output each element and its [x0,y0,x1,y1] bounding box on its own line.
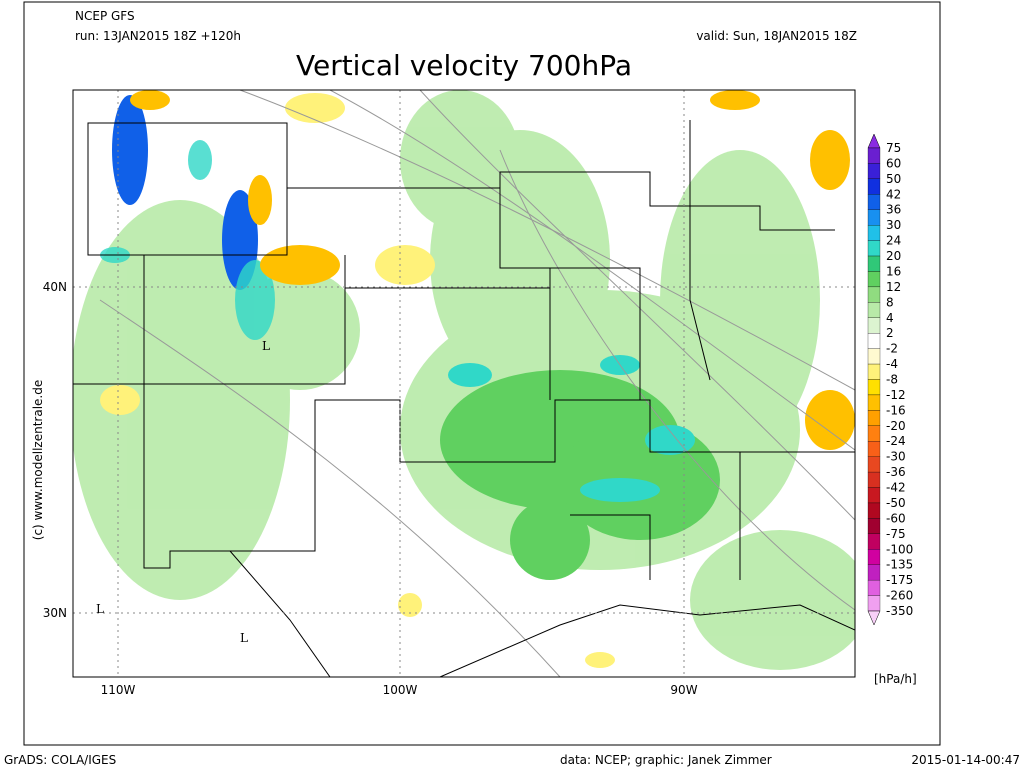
side-text: (c) www.modellzentrale.de [31,380,45,540]
colorbar-label: -24 [886,434,906,448]
colorbar-swatch [867,163,881,180]
colorbar-label: -20 [886,419,906,433]
colorbar-label: -350 [886,604,913,618]
colorbar-label: 42 [886,187,901,201]
colorbar-label: 60 [886,156,901,170]
colorbar-unit: [hPa/h] [874,672,917,686]
frame [23,1,941,746]
footer-right: 2015-01-14-00:47 [911,753,1020,767]
lon-label: 90W [670,683,697,697]
colorbar-label: -42 [886,481,906,495]
colorbar-swatch [867,317,881,334]
colorbar-label: -12 [886,388,906,402]
lat-label: 30N [43,606,67,620]
colorbar-label: 50 [886,172,901,186]
colorbar-label: 4 [886,311,894,325]
colorbar-swatch [867,456,881,473]
colorbar-label: -4 [886,357,898,371]
colorbar-label: 8 [886,295,894,309]
lat-label: 40N [43,280,67,294]
colorbar-swatch [867,533,881,550]
colorbar-swatch [867,333,881,349]
colorbar-swatch [867,564,881,581]
colorbar-swatch [867,410,881,426]
model: NCEP GFS [75,9,135,23]
colorbar-swatch [867,379,881,396]
colorbar-label: 2 [886,326,894,340]
lon-label: 100W [383,683,418,697]
colorbar-label: 12 [886,280,901,294]
colorbar-label: 20 [886,249,901,263]
colorbar-swatch [867,255,881,272]
colorbar-swatch [867,441,881,457]
colorbar-swatch [867,286,881,303]
colorbar-label: 36 [886,203,901,217]
run: run: 13JAN2015 18Z +120h [75,29,241,43]
colorbar-label: 30 [886,218,901,232]
colorbar-swatch [867,579,881,596]
colorbar-label: -2 [886,342,898,356]
colorbar-swatch [867,147,881,164]
colorbar-label: -75 [886,527,906,541]
colorbar-label: -260 [886,589,913,603]
low-marker: L [262,339,270,353]
colorbar-swatch [867,518,881,534]
colorbar-swatch [867,394,881,411]
colorbar-swatch [867,425,881,442]
colorbar-swatch [867,178,881,195]
colorbar-swatch [867,363,881,380]
low-marker: L [96,602,104,616]
colorbar-swatch [867,471,881,488]
colorbar-swatch [867,348,881,365]
low-marker: L [240,631,248,645]
footer-left: GrADS: COLA/IGES [4,753,116,767]
title: Vertical velocity 700hPa [296,49,632,82]
colorbar-swatch [867,133,881,149]
colorbar-label: -8 [886,373,898,387]
map [72,89,856,678]
colorbar-swatch [867,271,881,288]
colorbar-swatch [867,610,881,626]
colorbar-swatch [867,502,881,519]
colorbar: 75605042363024201612842-2-4-8-12-16-20-2… [867,133,913,626]
colorbar-swatch [867,240,881,257]
colorbar-label: -175 [886,573,913,587]
colorbar-label: -30 [886,450,906,464]
colorbar-swatch [867,549,881,565]
colorbar-label: 75 [886,141,901,155]
colorbar-label: -135 [886,558,913,572]
colorbar-label: -100 [886,542,913,556]
colorbar-label: 24 [886,234,901,248]
colorbar-label: -36 [886,465,906,479]
colorbar-label: 16 [886,264,901,278]
footer-center: data: NCEP; graphic: Janek Zimmer [560,753,772,767]
lon-label: 110W [101,683,136,697]
valid: valid: Sun, 18JAN2015 18Z [696,29,857,43]
colorbar-label: -16 [886,403,906,417]
colorbar-swatch [867,595,881,612]
colorbar-swatch [867,302,881,318]
colorbar-label: -60 [886,511,906,525]
colorbar-swatch [867,225,881,241]
colorbar-label: -50 [886,496,906,510]
colorbar-swatch [867,194,881,210]
colorbar-swatch [867,209,881,226]
colorbar-swatch [867,487,881,504]
